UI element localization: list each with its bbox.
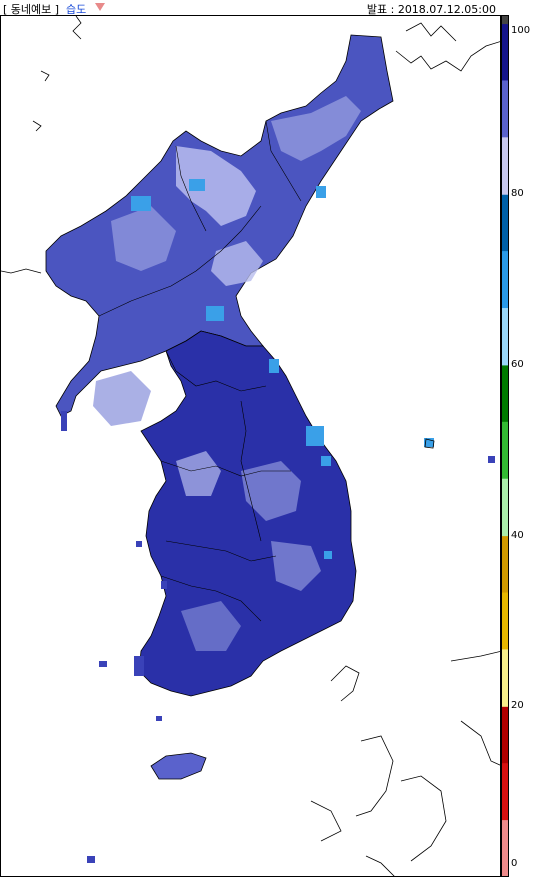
legend-band-4-2 xyxy=(501,137,509,195)
legend-band-5-2 xyxy=(501,20,509,25)
coastlines xyxy=(1,16,500,876)
legend-band-3-0 xyxy=(501,194,509,252)
map-title: [ 동네예보 ] xyxy=(3,3,60,16)
legend-tick-0: 0 xyxy=(511,858,518,869)
dropdown-arrow-icon[interactable] xyxy=(95,3,105,11)
legend-band-5-1 xyxy=(501,17,509,22)
legend-band-0-2 xyxy=(501,820,509,877)
legend-band-1-2 xyxy=(501,649,509,707)
header-bar: [ 동네예보 ] 습도 발표 : 2018.07.12.05:00 xyxy=(0,0,536,16)
variable-select[interactable]: 습도 xyxy=(66,3,87,16)
legend-tick-100: 100 xyxy=(511,25,531,36)
humidity-patch-south-2 xyxy=(176,451,221,496)
legend-band-2-2 xyxy=(501,478,509,537)
legend-tick-60: 60 xyxy=(511,358,524,370)
humidity-patch-north-1 xyxy=(176,146,256,226)
legend-band-0-1 xyxy=(501,763,509,821)
legend-band-5-0 xyxy=(501,15,509,19)
legend-band-3-2 xyxy=(501,308,509,366)
legend-band-1-1 xyxy=(501,592,509,650)
humidity-patch-mid-1 xyxy=(93,371,151,426)
legend-band-4-1 xyxy=(501,80,509,138)
legend-band-0-0 xyxy=(501,706,509,764)
humidity-patch-south-4 xyxy=(181,601,241,651)
legend-band-4-0 xyxy=(501,23,509,81)
legend-tick-20: 20 xyxy=(511,700,524,712)
humidity-patch-south-3 xyxy=(271,541,321,591)
color-legend xyxy=(501,15,509,877)
humidity-map xyxy=(0,15,501,877)
province-borders xyxy=(98,120,302,622)
issued-time: 발표 : 2018.07.12.05:00 xyxy=(366,3,496,16)
scattered-islands xyxy=(61,411,495,863)
legend-tick-40: 40 xyxy=(511,529,524,541)
korea-map-svg xyxy=(1,16,500,876)
humidity-patch-north-2 xyxy=(271,96,361,161)
legend-colorbar xyxy=(501,15,509,877)
legend-band-3-1 xyxy=(501,251,509,309)
legend-band-2-1 xyxy=(501,421,509,480)
humidity-patch-north-3 xyxy=(111,206,176,271)
legend-tick-80: 80 xyxy=(511,188,524,200)
humidity-patch-north-4 xyxy=(211,241,263,286)
jeju-island xyxy=(150,752,207,780)
legend-band-2-0 xyxy=(501,364,509,423)
legend-band-1-0 xyxy=(501,535,509,594)
low-humidity-spots xyxy=(131,179,434,559)
south-korea-landmass xyxy=(138,330,357,697)
humidity-patch-south-1 xyxy=(241,461,301,521)
